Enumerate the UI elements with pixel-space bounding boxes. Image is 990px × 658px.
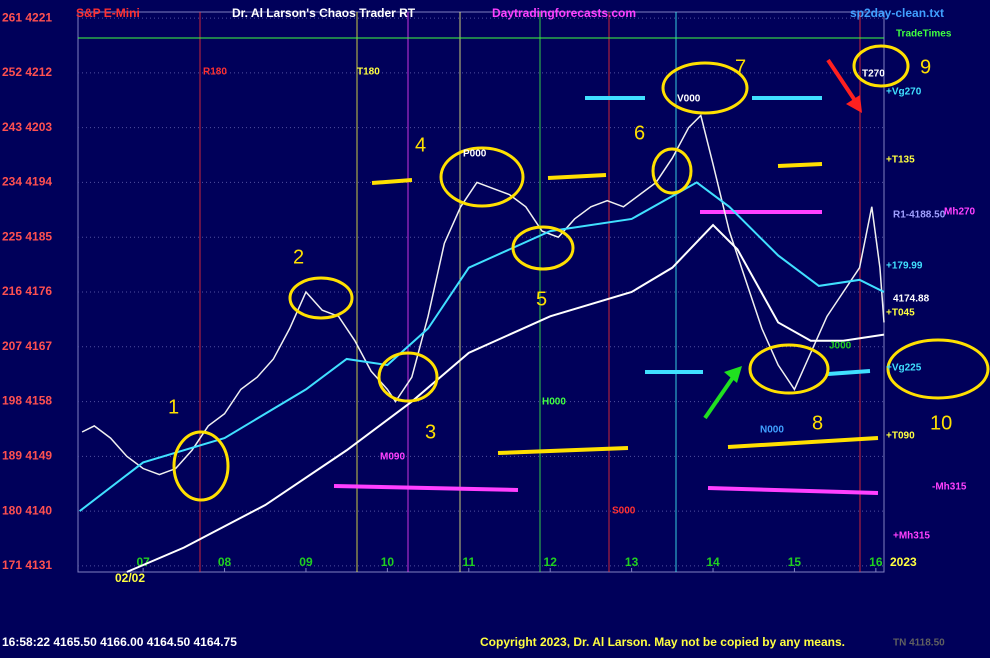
date-label: 02/02 [115, 571, 145, 585]
annotation: +T090 [886, 431, 915, 442]
annotation: R1-4188.50 [893, 210, 946, 221]
annotation: +Vg225 [886, 363, 922, 374]
level-line [777, 162, 823, 168]
level-line [547, 173, 607, 180]
x-tick-label: 13 [625, 555, 639, 569]
annotation: 3 [425, 421, 436, 443]
level-line [333, 484, 519, 492]
annotation: +T135 [886, 155, 915, 166]
y-tick-label: 216 4176 [2, 284, 52, 298]
annotation: R180 [203, 67, 227, 78]
x-tick-label: 15 [788, 555, 802, 569]
y-tick-label: 180 4140 [2, 503, 52, 517]
status: 16:58:22 4165.50 4166.00 4164.50 4164.75 [2, 635, 237, 649]
annotation: +T045 [886, 308, 915, 319]
annotation: N000 [760, 425, 784, 436]
y-tick-label: 261 4221 [2, 10, 52, 24]
annotation: Mh270 [944, 207, 976, 218]
y-tick-label: 171 4131 [2, 558, 52, 572]
annotation: V000 [677, 94, 701, 105]
annotation: 1 [168, 396, 179, 418]
x-tick-label: 12 [544, 555, 558, 569]
annotation: 7 [735, 56, 746, 78]
annotation: H000 [542, 397, 566, 408]
chart-title: Dr. Al Larson's Chaos Trader RT [232, 6, 416, 20]
annotation: 2 [293, 246, 304, 268]
highlight-circle [886, 338, 990, 400]
arrow-head [846, 95, 862, 113]
annotation: S000 [612, 506, 636, 517]
y-tick-label: 225 4185 [2, 229, 52, 243]
annotation: 5 [536, 288, 547, 310]
highlight-circle [172, 430, 230, 502]
annotation: 9 [920, 56, 931, 78]
level-line [727, 436, 879, 449]
annotation: J000 [829, 341, 852, 352]
highlight-circle [852, 44, 910, 88]
annotation: P000 [463, 149, 487, 160]
annotation: -Mh315 [932, 482, 967, 493]
y-tick-label: 234 4194 [2, 175, 52, 189]
level-line [707, 486, 879, 495]
arrow [826, 58, 858, 104]
annotation: T180 [357, 67, 380, 78]
highlight-circle [651, 147, 693, 195]
x-tick-label: 16 [869, 555, 883, 569]
level-line [371, 178, 413, 185]
annotation: 8 [812, 412, 823, 434]
series-line [126, 223, 885, 573]
annotation: 4174.88 [893, 294, 930, 305]
series-line [79, 181, 885, 512]
y-tick-label: 207 4167 [2, 339, 52, 353]
highlight-circle [661, 61, 749, 115]
highlight-circle [288, 276, 354, 320]
x-tick-label: 10 [381, 555, 395, 569]
highlight-circle [439, 146, 525, 208]
y-tick-label: 252 4212 [2, 65, 52, 79]
y-tick-label: 198 4158 [2, 394, 52, 408]
annotation: +Vg270 [886, 87, 922, 98]
annotation: +179.99 [886, 261, 923, 272]
annotation: TradeTimes [896, 29, 952, 40]
y-tick-label: 189 4149 [2, 449, 52, 463]
arrow-head [724, 366, 742, 383]
highlight-circle [377, 351, 439, 403]
website: Daytradingforecasts.com [492, 6, 636, 20]
level-line [827, 369, 871, 376]
x-tick-label: 09 [299, 555, 313, 569]
highlight-circle [511, 225, 575, 271]
arrow [703, 371, 738, 420]
highlight-circle [748, 343, 830, 395]
annotation: +Mh315 [893, 531, 930, 542]
y-tick-label: 243 4203 [2, 120, 52, 134]
copyright: Copyright 2023, Dr. Al Larson. May not b… [480, 635, 845, 649]
annotation: 6 [634, 122, 645, 144]
x-tick-label: 08 [218, 555, 232, 569]
level-line [497, 446, 629, 455]
annotation: 4 [415, 134, 426, 156]
x-tick-label: 14 [706, 555, 720, 569]
footer-value: TN 4118.50 [893, 638, 945, 649]
x-tick-label: 11 [462, 555, 475, 569]
annotation: 10 [930, 412, 952, 434]
annotation: T270 [862, 69, 885, 80]
instrument: S&P E-Mini [76, 6, 140, 20]
file-name: sp2day-clean.txt [850, 6, 944, 20]
annotation: M090 [380, 452, 405, 463]
series-line [81, 114, 885, 476]
year-label: 2023 [890, 555, 917, 569]
